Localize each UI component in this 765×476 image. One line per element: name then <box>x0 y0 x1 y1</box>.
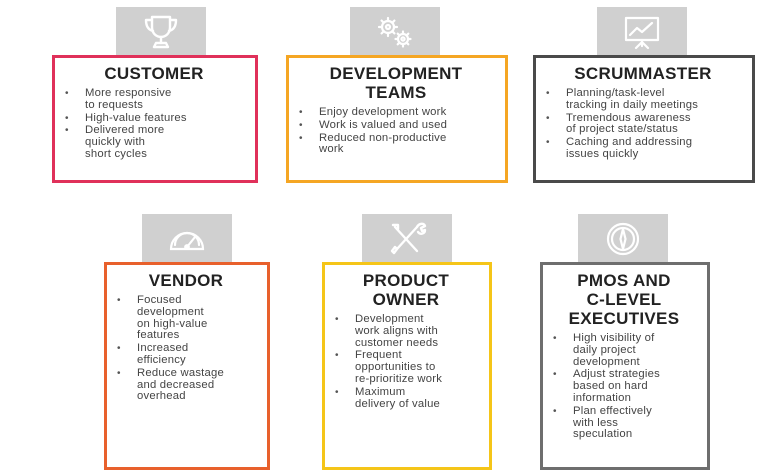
development-teams-icon-tile <box>350 7 440 56</box>
card-title: SCRUMMASTER <box>574 64 712 83</box>
trophy-icon <box>144 15 178 48</box>
card-title: DEVELOPMENT TEAMS <box>329 64 463 102</box>
compass-icon <box>606 222 640 255</box>
scrummaster-icon-tile <box>597 7 687 56</box>
list-item: Work is valued and used <box>297 119 495 132</box>
card-title: PRODUCT OWNER <box>362 271 450 309</box>
card-scrummaster: SCRUMMASTER Planning/task-leveltracking … <box>533 55 755 183</box>
speedometer-icon <box>169 231 205 250</box>
card-title: CUSTOMER <box>104 64 204 83</box>
card-title: VENDOR <box>148 271 224 290</box>
card-title: PMOS AND C-LEVEL EXECUTIVES <box>568 271 680 328</box>
tools-icon <box>390 222 427 254</box>
list-item: High-value features <box>63 112 245 125</box>
pmos-icon-tile <box>578 214 668 263</box>
product-owner-icon-tile <box>362 214 452 263</box>
gears-icon <box>377 16 412 48</box>
vendor-icon-tile <box>142 214 232 263</box>
list-item: Enjoy development work <box>297 106 495 119</box>
card-bullet-list: Enjoy development work Work is valued an… <box>297 106 495 157</box>
presentation-board-icon <box>624 16 660 49</box>
customer-icon-tile <box>116 7 206 56</box>
